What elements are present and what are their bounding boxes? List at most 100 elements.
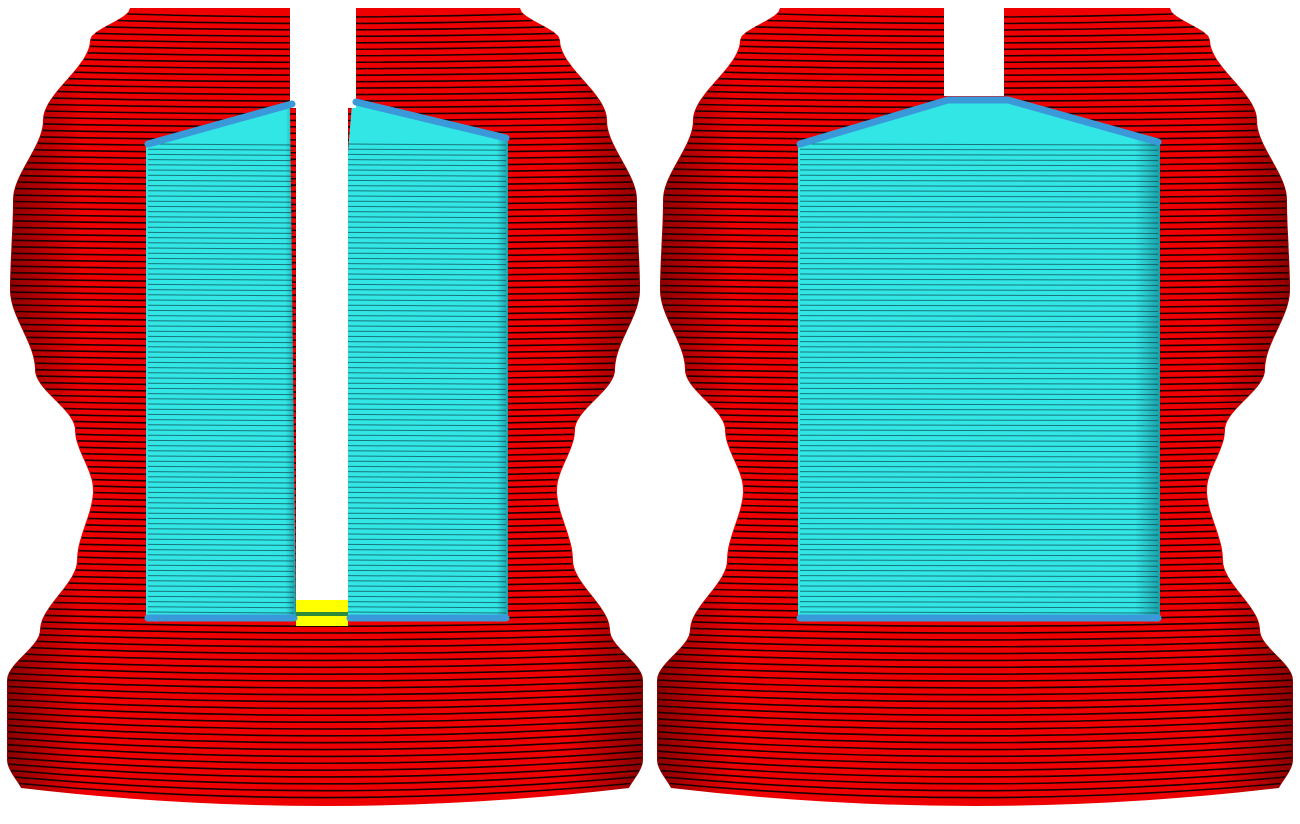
inner-layer-line: [799, 507, 1159, 510]
inner-layer-line: [347, 413, 507, 416]
inner-layer-line: [347, 580, 507, 583]
inner-layer-line: [347, 367, 507, 370]
inner-layer-line: [347, 164, 507, 167]
inner-layer-line: [147, 211, 295, 214]
inner-layer-line: [799, 523, 1159, 526]
inner-layer-line: [799, 512, 1159, 515]
inner-layer-line: [799, 595, 1159, 598]
inner-layer-line: [347, 320, 507, 323]
inner-layer-line: [147, 517, 295, 520]
layer-line: [657, 737, 1293, 751]
inner-layer-line: [347, 299, 507, 302]
layer-line: [7, 731, 643, 744]
inner-layer-line: [799, 517, 1159, 520]
layer-line: [657, 743, 1293, 758]
inner-layer-line: [147, 263, 295, 266]
inner-layer-line: [147, 148, 295, 151]
layer-line: [657, 731, 1293, 744]
inner-layer-line: [799, 221, 1159, 224]
top-edge-left: [144, 100, 296, 148]
inner-layer-line: [147, 153, 295, 156]
slot-gap-top: [944, 0, 1004, 96]
layer-line: [7, 756, 643, 771]
inner-layer-line: [347, 543, 507, 546]
layer-preview-split-gap: [7, 8, 643, 806]
layer-line: [19, 782, 631, 799]
inner-layer-line: [147, 450, 295, 453]
inner-layer-line: [799, 190, 1159, 193]
inner-layer-line: [799, 564, 1159, 567]
inner-wall-center-seam: [948, 100, 1008, 620]
inner-layer-line: [147, 237, 295, 240]
preview-panel-closed: [650, 0, 1300, 824]
inner-layer-line: [799, 419, 1159, 422]
layer-line: [7, 705, 643, 717]
inner-layer-line: [147, 419, 295, 422]
inner-layer-line: [347, 268, 507, 271]
inner-layer-line: [147, 190, 295, 193]
inner-layer-line: [347, 445, 507, 448]
inner-layer-line: [147, 195, 295, 198]
inner-layer-line: [347, 465, 507, 468]
inner-layer-line: [147, 361, 295, 364]
inner-layer-line: [347, 153, 507, 156]
inner-layer-line: [147, 320, 295, 323]
inner-layer-line: [147, 528, 295, 531]
inner-layer-line: [347, 289, 507, 292]
inner-layer-line: [799, 205, 1159, 208]
inner-layer-line: [799, 393, 1159, 396]
inner-layer-line: [147, 226, 295, 229]
layer-line: [659, 672, 1291, 682]
inner-layer-line: [799, 611, 1159, 614]
inner-layer-line: [147, 538, 295, 541]
inner-layer-line: [799, 590, 1159, 593]
inner-layer-line: [799, 575, 1159, 578]
layer-line: [657, 698, 1293, 710]
inner-layer-line: [147, 606, 295, 609]
inner-layer-line: [347, 237, 507, 240]
inner-layer-line: [799, 554, 1159, 557]
inner-layer-line: [799, 174, 1159, 177]
inner-layer-line: [147, 403, 295, 406]
inner-layer-line: [799, 497, 1159, 500]
inner-layer-line: [147, 549, 295, 552]
inner-layer-line: [799, 585, 1159, 588]
layer-line: [657, 756, 1293, 771]
inner-layer-line: [147, 429, 295, 432]
inner-layer-line: [147, 460, 295, 463]
inner-layer-line: [147, 595, 295, 598]
inner-layer-line: [347, 497, 507, 500]
inner-layer-line: [799, 304, 1159, 307]
inner-layer-line: [799, 148, 1159, 151]
inner-wall-edges: [796, 96, 1162, 622]
inner-layer-line: [347, 512, 507, 515]
inner-layer-line: [147, 398, 295, 401]
inner-layer-line: [799, 242, 1159, 245]
inner-layer-line: [347, 257, 507, 260]
inner-layer-line: [147, 330, 295, 333]
inner-layer-line: [347, 351, 507, 354]
inner-layer-line: [347, 549, 507, 552]
inner-layer-line: [347, 221, 507, 224]
inner-layer-line: [147, 169, 295, 172]
layer-line: [7, 718, 643, 730]
inner-layer-line: [347, 507, 507, 510]
inner-layer-line: [799, 471, 1159, 474]
inner-layer-line: [799, 283, 1159, 286]
inner-layer-line: [147, 252, 295, 255]
layer-line: [657, 750, 1293, 765]
inner-layer-line: [147, 413, 295, 416]
inner-layer-line: [147, 377, 295, 380]
inner-layer-line: [799, 252, 1159, 255]
inner-layer-line: [347, 195, 507, 198]
inner-layer-line: [799, 325, 1159, 328]
inner-layer-line: [347, 575, 507, 578]
layer-line: [9, 672, 641, 682]
inner-layer-line: [347, 330, 507, 333]
inner-layer-line: [799, 169, 1159, 172]
inner-layer-line: [147, 445, 295, 448]
layer-line: [36, 640, 614, 648]
inner-layer-line: [147, 564, 295, 567]
inner-layer-line: [799, 164, 1159, 167]
inner-layer-line: [799, 502, 1159, 505]
